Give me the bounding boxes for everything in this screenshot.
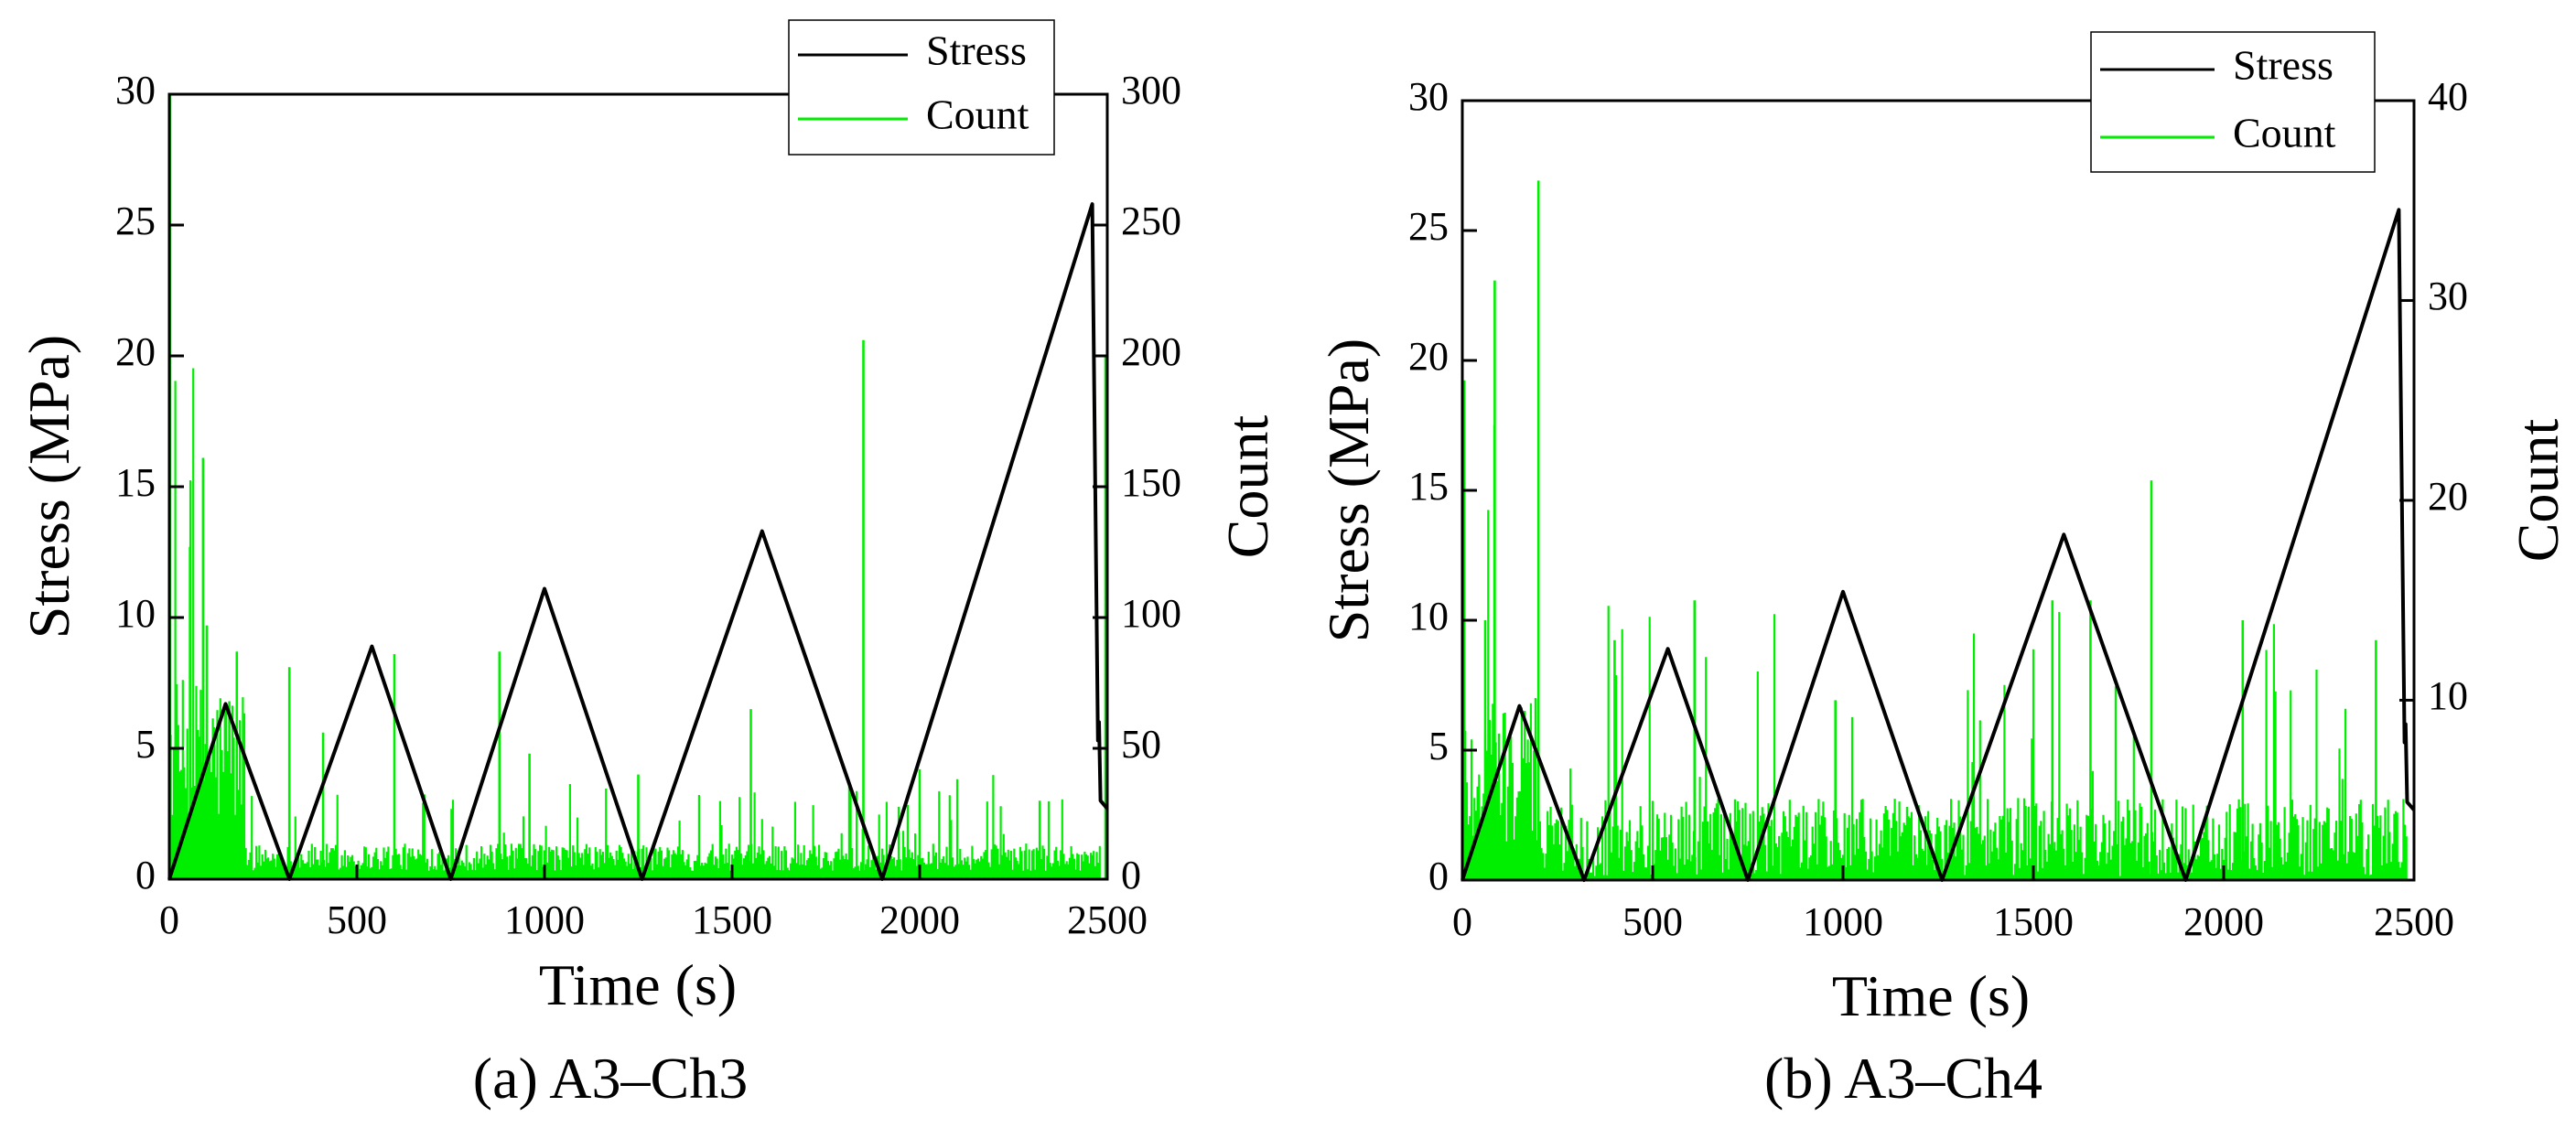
y2-axis-label-b: Count — [2506, 419, 2571, 563]
xtick-label-b-0: 0 — [1452, 899, 1472, 944]
xtick-label-b-5: 2500 — [2374, 899, 2454, 944]
y2tick-label-a-6: 300 — [1121, 68, 1181, 113]
ytick-label-b-1: 5 — [1428, 724, 1449, 768]
legend-label-count-b: Count — [2233, 110, 2336, 156]
caption-b: (b) A3–Ch4 — [1764, 1046, 2042, 1111]
xtick-label-b-4: 2000 — [2183, 899, 2264, 944]
legend-box-a — [788, 19, 1055, 156]
y2tick-label-a-2: 100 — [1121, 591, 1181, 636]
count-series-b — [1460, 180, 2408, 880]
ytick-label-a-4: 20 — [115, 329, 156, 374]
legend-label-count-a: Count — [926, 91, 1029, 138]
ytick-label-b-0: 0 — [1428, 854, 1449, 898]
xtick-label-a-0: 0 — [159, 897, 179, 942]
y2tick-label-a-3: 150 — [1121, 460, 1181, 505]
xtick-label-a-3: 1500 — [692, 897, 772, 942]
y2tick-label-a-0: 0 — [1121, 853, 1141, 897]
xtick-label-a-2: 1000 — [504, 897, 585, 942]
ytick-label-a-3: 15 — [115, 460, 156, 505]
y2tick-label-b-1: 20 — [2428, 474, 2468, 519]
ytick-label-b-3: 15 — [1408, 464, 1449, 509]
xtick-label-a-4: 2000 — [879, 897, 960, 942]
y2tick-label-b-0: 10 — [2428, 673, 2468, 718]
ytick-label-a-6: 30 — [115, 68, 156, 113]
legend-label-stress-b: Stress — [2233, 42, 2333, 89]
legend-a: Stress Count — [788, 19, 1055, 156]
ytick-label-a-0: 0 — [135, 853, 156, 897]
stress-series-a — [167, 202, 1109, 881]
xtick-label-b-2: 1000 — [1803, 899, 1883, 944]
y2tick-label-a-5: 250 — [1121, 199, 1181, 243]
y-axis-label-a: Stress (MPa) — [16, 335, 81, 639]
y2-axis-label-a: Count — [1215, 415, 1280, 559]
xtick-label-b-3: 1500 — [1993, 899, 2074, 944]
ticks-a — [167, 92, 1109, 881]
x-axis-label-b: Time (s) — [1832, 963, 2030, 1028]
y-axis-label-b: Stress (MPa) — [1316, 338, 1381, 642]
legend-b: Stress Count — [2090, 31, 2376, 173]
ytick-label-a-5: 25 — [115, 199, 156, 243]
count-series-a — [167, 94, 1107, 879]
plot-frame-a — [167, 92, 1109, 881]
ticks-b — [1460, 99, 2416, 882]
xtick-label-a-5: 2500 — [1067, 897, 1148, 942]
legend-box-b — [2090, 31, 2376, 173]
ytick-label-b-5: 25 — [1408, 204, 1449, 249]
legend-label-stress-a: Stress — [926, 27, 1027, 74]
y2tick-label-b-3: 40 — [2428, 74, 2468, 119]
ytick-label-b-6: 30 — [1408, 74, 1449, 119]
ytick-label-a-2: 10 — [115, 591, 156, 636]
xtick-label-b-1: 500 — [1622, 899, 1683, 944]
stress-series-b — [1460, 208, 2416, 882]
panel-b: 0 5 10 15 20 25 30 10 20 30 40 0 500 100… — [1316, 31, 2571, 1111]
plot-frame-b — [1460, 99, 2416, 882]
caption-a: (a) A3–Ch3 — [473, 1046, 748, 1111]
y2tick-label-a-4: 200 — [1121, 329, 1181, 374]
ytick-label-b-2: 10 — [1408, 594, 1449, 639]
y2tick-label-b-2: 30 — [2428, 274, 2468, 318]
x-axis-label-a: Time (s) — [539, 952, 737, 1017]
ytick-label-a-1: 5 — [135, 722, 156, 767]
xtick-label-a-1: 500 — [327, 897, 387, 942]
ytick-label-b-4: 20 — [1408, 334, 1449, 379]
y2tick-label-a-1: 50 — [1121, 722, 1161, 767]
panel-a: 0 5 10 15 20 25 30 0 50 100 150 200 250 … — [16, 19, 1280, 1111]
stress-line-b — [1460, 208, 2416, 882]
stress-line-a — [167, 202, 1109, 881]
